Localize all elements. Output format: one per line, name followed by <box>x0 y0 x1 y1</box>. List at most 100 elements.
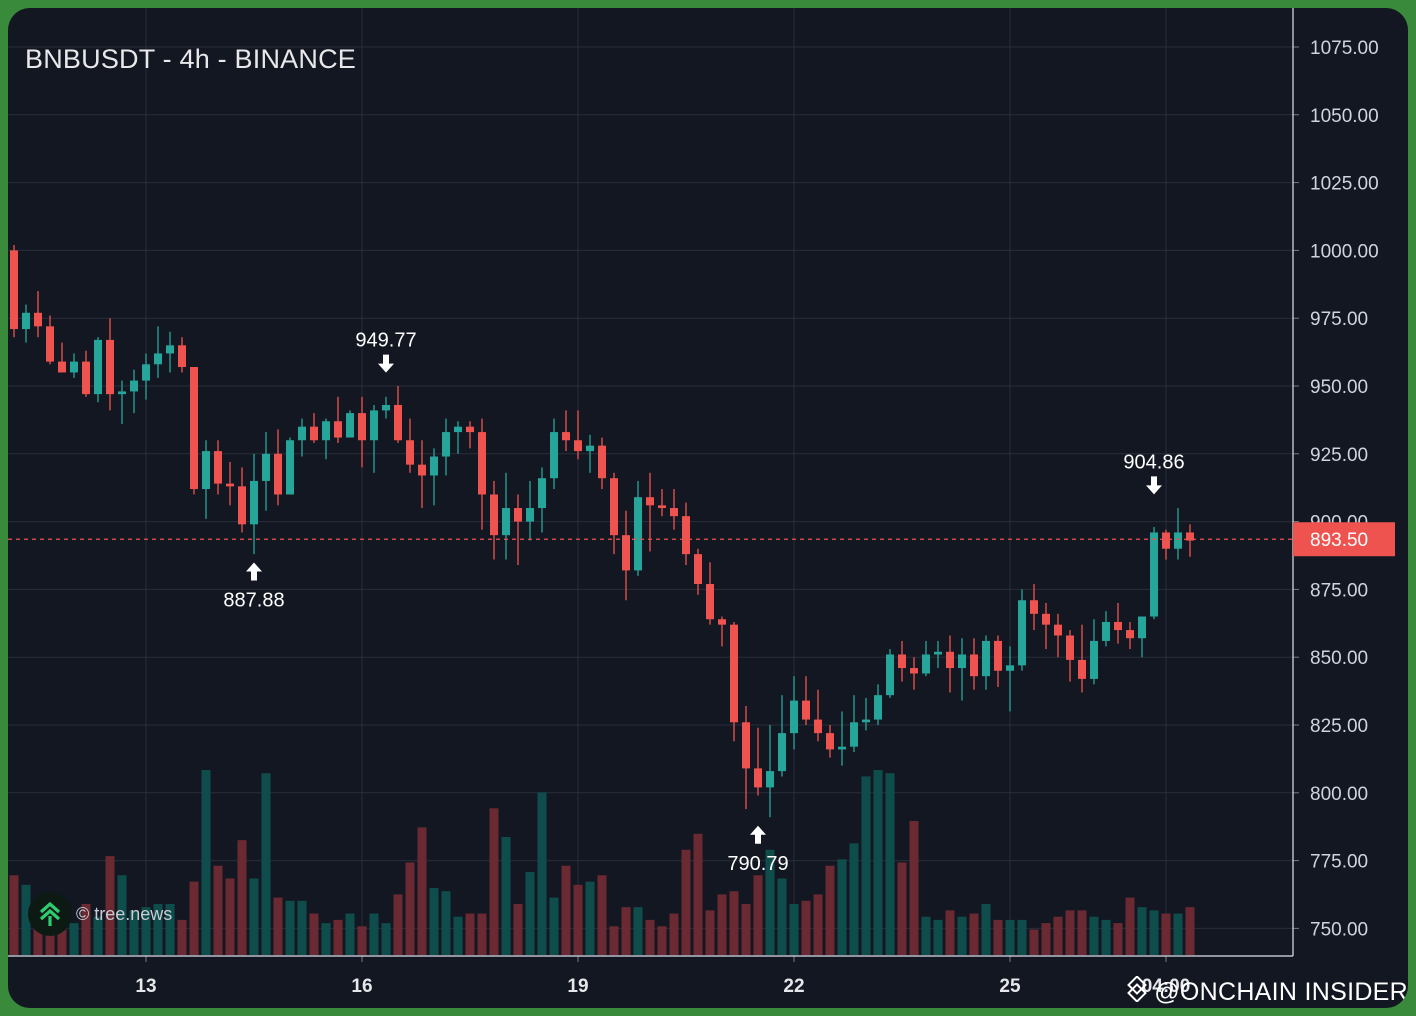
y-tick-label: 875.00 <box>1310 580 1368 601</box>
candle-body <box>838 746 846 750</box>
candle-body <box>994 640 1002 671</box>
volume-bar <box>585 881 595 955</box>
volume-bar <box>1137 907 1147 955</box>
volume-bar <box>405 862 415 955</box>
candle-body <box>190 367 198 490</box>
candle-body <box>586 445 594 452</box>
candle-body <box>454 426 462 433</box>
y-tick-label: 1050.00 <box>1310 106 1379 127</box>
annotation-label: 887.88 <box>223 589 284 611</box>
watermark-text: @ONCHAIN INSIDER <box>1154 978 1408 1006</box>
arrow-down-icon <box>1146 476 1162 495</box>
candle-body <box>574 440 582 452</box>
candle-body <box>874 695 882 720</box>
volume-bar <box>33 913 43 955</box>
volume-bar <box>501 836 511 955</box>
x-tick-label: 13 <box>135 976 156 997</box>
candle-body <box>46 326 54 362</box>
volume-bar <box>981 903 991 955</box>
candle-body <box>946 651 954 669</box>
x-tick-label: 25 <box>999 976 1021 997</box>
volume-bar <box>9 875 19 955</box>
x-tick-label: 04:00 <box>1142 976 1191 997</box>
candle-body <box>394 404 402 441</box>
candle-body <box>1102 621 1110 641</box>
volume-bar <box>777 878 787 955</box>
candle-body <box>934 651 942 655</box>
volume-bar <box>885 773 895 955</box>
candle-body <box>1150 532 1158 617</box>
volume-bar <box>1005 919 1015 955</box>
candle-body <box>754 768 762 788</box>
arrow-down-icon <box>378 354 394 373</box>
volume-bar <box>1041 923 1051 955</box>
volume-bar <box>441 891 451 955</box>
candle-body <box>406 440 414 465</box>
volume-bar <box>357 926 367 955</box>
candle-body <box>22 312 30 330</box>
volume-bar <box>153 903 163 955</box>
candle-body <box>1054 624 1062 636</box>
volume-bar <box>105 856 115 955</box>
candle-body <box>274 453 282 495</box>
y-tick-label: 775.00 <box>1310 852 1368 873</box>
candle-body <box>130 380 138 392</box>
y-tick-label: 750.00 <box>1310 919 1368 940</box>
volume-bar <box>1089 916 1099 955</box>
volume-bar <box>765 849 775 955</box>
candle-body <box>418 464 426 476</box>
candle-body <box>790 700 798 734</box>
volume-bar <box>297 900 307 955</box>
candle-body <box>202 451 210 490</box>
chart-frame: 1075.00 1050.00 1025.00 1000.00 975.00 950.00… <box>8 8 1408 1008</box>
volume-bar <box>489 808 499 955</box>
y-tick-label: 925.00 <box>1310 445 1368 466</box>
x-tick-label: 16 <box>351 976 372 997</box>
candle-body <box>1162 532 1170 549</box>
candle-body <box>850 722 858 747</box>
volume-bar <box>1053 916 1063 955</box>
volume-bar <box>837 859 847 955</box>
y-tick-label: 1075.00 <box>1310 38 1379 59</box>
volume-bar <box>657 926 667 955</box>
candle-body <box>826 733 834 750</box>
y-tick-label: 850.00 <box>1310 648 1368 669</box>
candle-body <box>550 432 558 479</box>
volume-bar <box>621 907 631 955</box>
candle-body <box>778 733 786 772</box>
volume-bar <box>729 891 739 955</box>
volume-bar <box>453 916 463 955</box>
volume-bar <box>117 875 127 955</box>
volume-bar <box>753 875 763 955</box>
watermark: @ONCHAIN INSIDER <box>1124 975 1408 1008</box>
volume-bar <box>1149 910 1159 955</box>
volume-bar <box>537 792 547 955</box>
candlestick-chart[interactable]: 1075.00 1050.00 1025.00 1000.00 975.00 950.00… <box>8 8 1408 1008</box>
candle-body <box>262 453 270 481</box>
candle-body <box>1018 600 1026 666</box>
y-tick-label: 1000.00 <box>1310 241 1379 262</box>
volume-bar <box>225 878 235 955</box>
candle-body <box>466 426 474 433</box>
x-tick-label: 19 <box>567 976 588 997</box>
candle-body <box>10 250 18 330</box>
volume-bar <box>1029 929 1039 955</box>
candle-body <box>1042 613 1050 625</box>
candle-body <box>718 619 726 625</box>
candle-body <box>766 771 774 788</box>
volume-bar <box>609 926 619 955</box>
candle-body <box>430 456 438 476</box>
volume-bar <box>93 916 103 955</box>
volume-bar <box>465 913 475 955</box>
volume-bar <box>189 881 199 955</box>
volume-bar <box>513 903 523 955</box>
volume-bar <box>633 907 643 955</box>
candle-body <box>706 583 714 620</box>
volume-bar <box>813 894 823 955</box>
y-tick-label: 800.00 <box>1310 784 1368 805</box>
candle-body <box>898 654 906 669</box>
candle-body <box>514 508 522 522</box>
candle-body <box>1078 659 1086 679</box>
candle-body <box>910 668 918 674</box>
candle-body <box>1126 630 1134 639</box>
